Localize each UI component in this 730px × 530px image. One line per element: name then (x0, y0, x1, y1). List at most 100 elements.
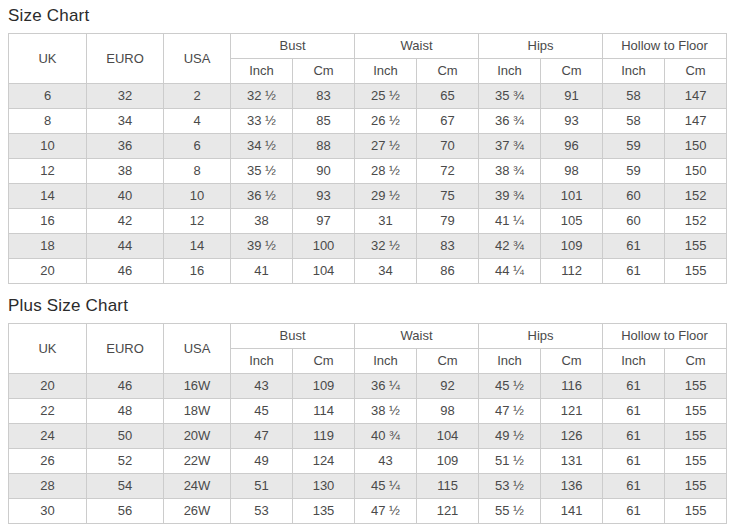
column-group-hollow-to-floor: Hollow to Floor (603, 34, 727, 59)
table-cell: 100 (293, 234, 355, 259)
table-cell: 155 (665, 234, 727, 259)
unit-header-hollow-cm: Cm (665, 349, 727, 374)
table-cell: 29 ½ (355, 184, 417, 209)
table-cell: 41 (231, 259, 293, 284)
table-cell: 38 (231, 209, 293, 234)
table-cell: 112 (541, 259, 603, 284)
table-cell: 97 (293, 209, 355, 234)
table-cell: 155 (665, 499, 727, 524)
column-group-hips: Hips (479, 324, 603, 349)
table-cell: 37 ¾ (479, 134, 541, 159)
table-cell: 47 (231, 424, 293, 449)
table-cell: 46 (87, 374, 164, 399)
unit-header-waist-cm: Cm (417, 349, 479, 374)
header-group-row: UK EURO USA Bust Waist Hips Hollow to Fl… (9, 34, 727, 59)
table-cell: 54 (87, 474, 164, 499)
table-cell: 61 (603, 399, 665, 424)
table-cell: 34 (355, 259, 417, 284)
table-cell: 26 ½ (355, 109, 417, 134)
table-cell: 59 (603, 159, 665, 184)
table-cell: 27 ½ (355, 134, 417, 159)
table-cell: 115 (417, 474, 479, 499)
table-cell: 104 (293, 259, 355, 284)
table-cell: 33 ½ (231, 109, 293, 134)
table-cell: 91 (541, 84, 603, 109)
size-chart-title: Size Chart (8, 6, 726, 26)
table-cell: 61 (603, 259, 665, 284)
table-cell: 36 ¾ (479, 109, 541, 134)
table-cell: 109 (541, 234, 603, 259)
table-cell: 16W (164, 374, 231, 399)
table-cell: 44 (87, 234, 164, 259)
table-cell: 18 (9, 234, 87, 259)
table-cell: 90 (293, 159, 355, 184)
table-cell: 155 (665, 374, 727, 399)
table-cell: 18W (164, 399, 231, 424)
table-cell: 35 ¾ (479, 84, 541, 109)
table-cell: 83 (293, 84, 355, 109)
table-cell: 46 (87, 259, 164, 284)
table-cell: 150 (665, 159, 727, 184)
table-cell: 24 (9, 424, 87, 449)
table-cell: 30 (9, 499, 87, 524)
unit-header-hips-inch: Inch (479, 349, 541, 374)
unit-header-waist-cm: Cm (417, 59, 479, 84)
table-cell: 20 (9, 259, 87, 284)
table-cell: 88 (293, 134, 355, 159)
table-cell: 40 ¾ (355, 424, 417, 449)
table-row: 224818W4511438 ½9847 ½12161155 (9, 399, 727, 424)
column-header-uk: UK (9, 34, 87, 84)
table-cell: 61 (603, 449, 665, 474)
table-cell: 131 (541, 449, 603, 474)
table-cell: 43 (231, 374, 293, 399)
table-cell: 16 (9, 209, 87, 234)
column-group-hips: Hips (479, 34, 603, 59)
table-cell: 141 (541, 499, 603, 524)
table-cell: 130 (293, 474, 355, 499)
column-header-euro: EURO (87, 34, 164, 84)
table-cell: 32 ½ (355, 234, 417, 259)
table-cell: 6 (9, 84, 87, 109)
table-cell: 61 (603, 474, 665, 499)
table-cell: 114 (293, 399, 355, 424)
table-cell: 44 ¼ (479, 259, 541, 284)
table-cell: 155 (665, 259, 727, 284)
table-cell: 22 (9, 399, 87, 424)
table-cell: 39 ¾ (479, 184, 541, 209)
table-cell: 31 (355, 209, 417, 234)
table-cell: 93 (541, 109, 603, 134)
table-cell: 36 (87, 134, 164, 159)
table-cell: 51 ½ (479, 449, 541, 474)
table-cell: 147 (665, 109, 727, 134)
table-cell: 52 (87, 449, 164, 474)
table-row: 204616W4310936 ¼9245 ½11661155 (9, 374, 727, 399)
table-cell: 47 ½ (479, 399, 541, 424)
plus-size-chart-body: 204616W4310936 ¼9245 ½11661155224818W451… (9, 374, 727, 524)
table-cell: 152 (665, 209, 727, 234)
table-cell: 65 (417, 84, 479, 109)
table-cell: 48 (87, 399, 164, 424)
column-header-usa: USA (164, 324, 231, 374)
unit-header-waist-inch: Inch (355, 59, 417, 84)
table-cell: 38 ½ (355, 399, 417, 424)
table-cell: 28 (9, 474, 87, 499)
table-cell: 93 (293, 184, 355, 209)
header-group-row: UK EURO USA Bust Waist Hips Hollow to Fl… (9, 324, 727, 349)
table-cell: 42 ¾ (479, 234, 541, 259)
table-cell: 96 (541, 134, 603, 159)
table-cell: 20W (164, 424, 231, 449)
table-cell: 121 (417, 499, 479, 524)
table-cell: 10 (164, 184, 231, 209)
unit-header-hips-inch: Inch (479, 59, 541, 84)
table-cell: 45 ¼ (355, 474, 417, 499)
table-cell: 25 ½ (355, 84, 417, 109)
table-cell: 32 ½ (231, 84, 293, 109)
table-row: 265222W491244310951 ½13161155 (9, 449, 727, 474)
table-cell: 14 (164, 234, 231, 259)
unit-header-hips-cm: Cm (541, 349, 603, 374)
column-group-waist: Waist (355, 324, 479, 349)
table-cell: 86 (417, 259, 479, 284)
table-cell: 136 (541, 474, 603, 499)
table-cell: 152 (665, 184, 727, 209)
table-cell: 43 (355, 449, 417, 474)
